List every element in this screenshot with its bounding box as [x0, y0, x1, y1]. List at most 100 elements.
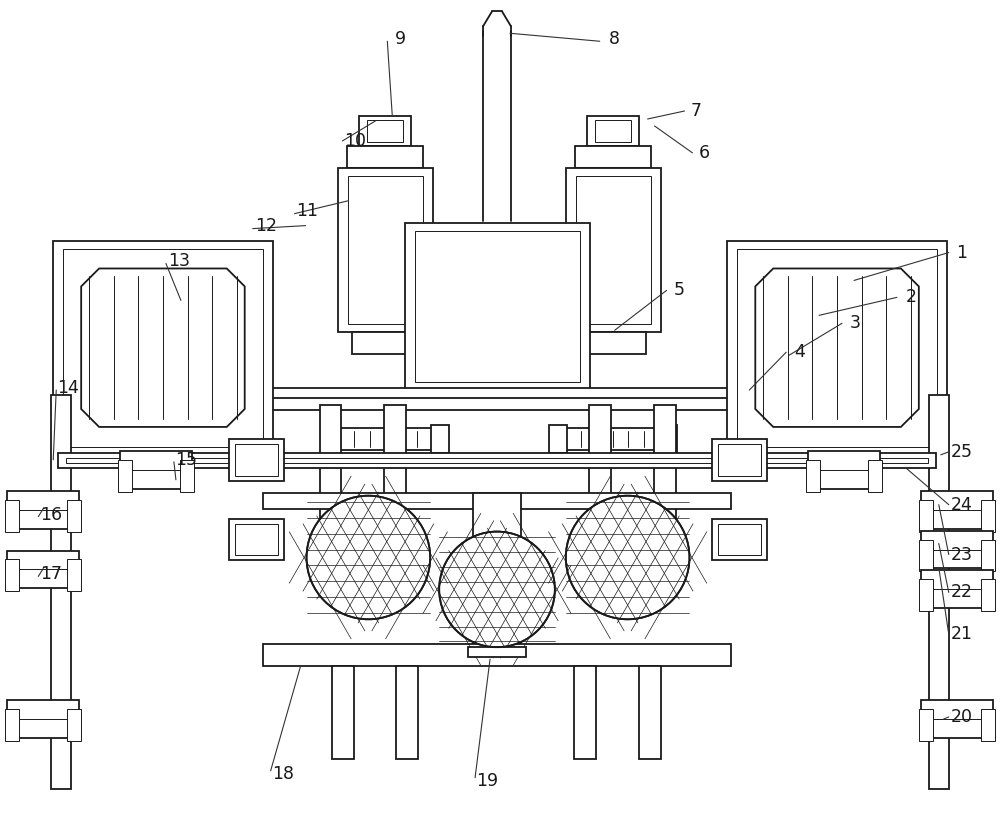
Bar [332, 666, 354, 759]
Bar [587, 116, 639, 146]
Bar [415, 230, 580, 382]
Bar [229, 519, 284, 560]
Bar [808, 451, 880, 489]
Bar [58, 453, 936, 468]
Bar [431, 425, 449, 453]
Bar [235, 444, 278, 475]
Bar [330, 428, 440, 450]
Bar [921, 570, 993, 609]
Bar [396, 666, 418, 759]
Bar [320, 405, 341, 594]
Bar [712, 519, 767, 560]
Bar [53, 240, 273, 455]
Bar [229, 439, 284, 480]
Text: 15: 15 [175, 451, 197, 469]
Bar [575, 146, 651, 167]
Bar [5, 500, 19, 532]
Bar [7, 700, 79, 738]
Circle shape [307, 496, 430, 619]
Bar [263, 493, 731, 509]
Text: 13: 13 [168, 252, 190, 270]
Bar [806, 460, 820, 492]
Bar [919, 579, 933, 611]
Bar [235, 524, 278, 556]
Text: 4: 4 [794, 343, 805, 361]
Bar [659, 425, 677, 453]
Bar [919, 539, 933, 571]
Bar [263, 644, 731, 666]
Bar [5, 560, 19, 592]
Bar [213, 388, 781, 406]
Bar [66, 458, 928, 462]
Text: 16: 16 [40, 506, 62, 524]
Bar [113, 398, 881, 410]
Text: 10: 10 [344, 132, 366, 150]
Text: 18: 18 [273, 765, 295, 783]
Bar [868, 460, 882, 492]
Circle shape [439, 532, 555, 647]
Text: 9: 9 [395, 30, 406, 48]
Bar [727, 240, 947, 455]
Text: 12: 12 [255, 217, 277, 234]
Bar [359, 116, 411, 146]
Bar [468, 647, 526, 657]
Bar [921, 530, 993, 569]
Bar [67, 709, 81, 741]
Bar [405, 223, 590, 390]
Text: 17: 17 [40, 565, 62, 583]
Bar [321, 425, 339, 453]
Bar [654, 405, 676, 594]
Bar [718, 524, 761, 556]
Bar [120, 451, 192, 489]
Text: 23: 23 [951, 546, 973, 564]
Bar [384, 405, 406, 594]
Bar [367, 120, 403, 142]
Circle shape [566, 496, 689, 619]
Bar [981, 579, 995, 611]
Bar [919, 709, 933, 741]
Bar [981, 539, 995, 571]
Bar [348, 176, 423, 324]
Bar [712, 439, 767, 480]
Text: 25: 25 [951, 443, 973, 461]
Text: 1: 1 [956, 243, 967, 261]
Bar [566, 167, 661, 333]
Bar [63, 248, 263, 447]
Bar [338, 167, 433, 333]
Bar [589, 405, 611, 594]
Text: 5: 5 [674, 281, 685, 299]
Bar [718, 444, 761, 475]
Bar [921, 700, 993, 738]
Text: 24: 24 [951, 496, 973, 514]
Bar [595, 120, 631, 142]
Bar [737, 248, 937, 447]
Bar [921, 491, 993, 529]
Text: 3: 3 [850, 315, 861, 333]
Bar [67, 560, 81, 592]
Bar [7, 551, 79, 588]
Bar [639, 666, 661, 759]
Bar [919, 500, 933, 532]
Bar [929, 395, 949, 788]
Bar [981, 500, 995, 532]
Bar [549, 425, 567, 453]
Text: 8: 8 [609, 30, 620, 48]
Bar [576, 176, 651, 324]
Bar [180, 460, 194, 492]
Text: 11: 11 [297, 202, 319, 220]
Text: 7: 7 [691, 102, 702, 120]
Bar [118, 460, 132, 492]
Text: 20: 20 [951, 708, 973, 726]
Text: 19: 19 [476, 772, 498, 790]
Bar [5, 709, 19, 741]
Bar [558, 428, 668, 450]
Bar [51, 395, 71, 788]
Text: 22: 22 [951, 583, 973, 601]
Bar [574, 666, 596, 759]
Text: 2: 2 [905, 288, 916, 306]
Bar [580, 333, 646, 355]
Text: 6: 6 [699, 144, 710, 162]
Text: 21: 21 [951, 625, 973, 643]
Bar [7, 491, 79, 529]
Bar [347, 146, 423, 167]
